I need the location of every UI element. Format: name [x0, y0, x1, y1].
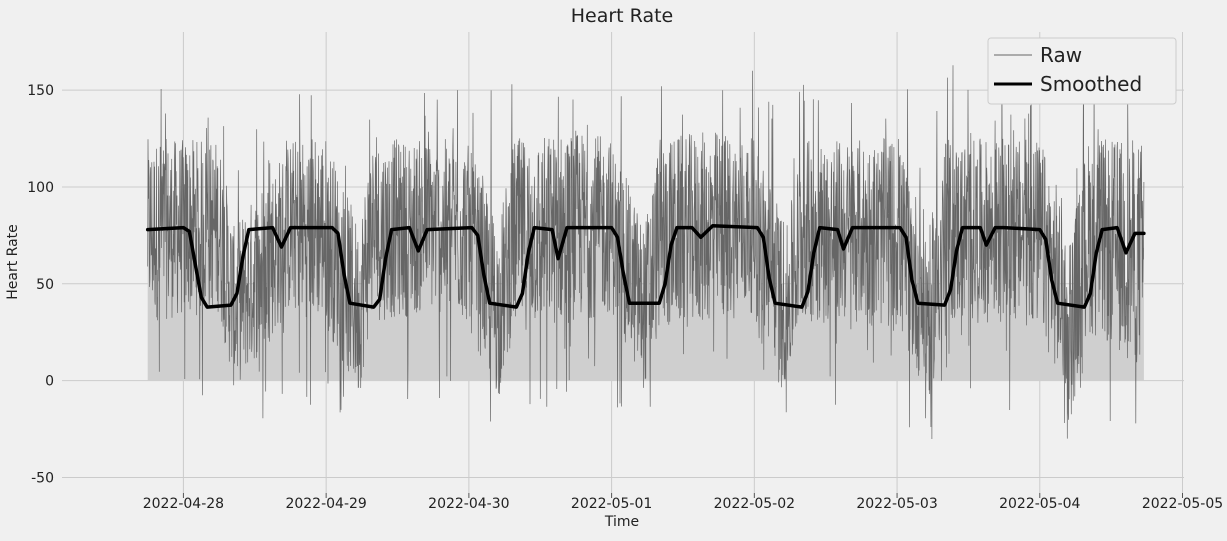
legend-box	[987, 37, 1177, 105]
smoothed-series	[145, 223, 1146, 309]
legend-smoothed-label: Smoothed	[1040, 72, 1142, 96]
x-tick-label: 2022-05-03	[856, 496, 937, 512]
y-tick-label: 150	[27, 83, 54, 99]
x-tick-label: 2022-04-29	[285, 496, 366, 512]
y-tick-label: 50	[36, 277, 54, 293]
y-tick-label: 0	[45, 374, 54, 390]
raw-fill-area	[147, 65, 1144, 439]
chart-title: Heart Rate	[571, 5, 674, 27]
x-tick-label: 2022-05-05	[1142, 496, 1223, 512]
x-axis-label: Time	[604, 514, 639, 530]
x-tick-label: 2022-05-01	[571, 496, 652, 512]
y-tick-label: -50	[31, 471, 54, 487]
raw-line	[147, 65, 1145, 440]
x-tick-label: 2022-04-30	[428, 496, 509, 512]
x-tick-label: 2022-04-28	[143, 496, 224, 512]
x-tick-label: 2022-05-02	[714, 496, 795, 512]
smoothed-line	[145, 223, 1146, 309]
legend-raw-label: Raw	[1040, 43, 1082, 67]
legend: Raw Smoothed	[987, 37, 1177, 105]
y-tick-label: 100	[27, 180, 54, 196]
y-axis-label: Heart Rate	[5, 224, 21, 300]
raw-series	[147, 65, 1145, 440]
axes: -50 0 50 100 150 2022-04-28 2022-04-29 2022-04-…	[27, 83, 1223, 512]
x-tick-label: 2022-05-04	[999, 496, 1080, 512]
